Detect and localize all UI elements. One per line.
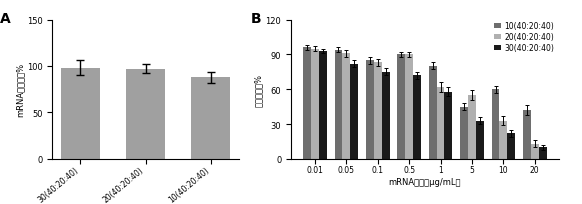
Bar bbox=[126, 69, 165, 159]
Bar bbox=[460, 107, 468, 159]
Bar bbox=[350, 64, 358, 159]
X-axis label: mRNA浓度（μg/mL）: mRNA浓度（μg/mL） bbox=[389, 177, 461, 186]
Bar bbox=[398, 55, 405, 159]
Bar bbox=[319, 52, 327, 159]
Bar bbox=[366, 61, 374, 159]
Bar bbox=[191, 78, 230, 159]
Bar bbox=[539, 147, 546, 159]
Bar bbox=[61, 69, 100, 159]
Bar bbox=[311, 49, 319, 159]
Bar bbox=[436, 88, 445, 159]
Y-axis label: 细胞存活率%: 细胞存活率% bbox=[254, 73, 262, 106]
Bar bbox=[335, 50, 342, 159]
Bar bbox=[492, 90, 499, 159]
Legend: 10(40:20:40), 20(40:20:40), 30(40:20:40): 10(40:20:40), 20(40:20:40), 30(40:20:40) bbox=[493, 21, 555, 54]
Text: B: B bbox=[251, 12, 261, 26]
Bar bbox=[374, 63, 382, 159]
Bar bbox=[413, 76, 421, 159]
Bar bbox=[499, 121, 508, 159]
Bar bbox=[303, 48, 311, 159]
Bar bbox=[429, 67, 436, 159]
Bar bbox=[523, 111, 531, 159]
Bar bbox=[476, 121, 484, 159]
Bar bbox=[405, 55, 413, 159]
Bar bbox=[531, 144, 539, 159]
Y-axis label: mRNA包裹效率%: mRNA包裹效率% bbox=[15, 63, 24, 117]
Bar bbox=[342, 54, 350, 159]
Text: A: A bbox=[0, 12, 11, 26]
Bar bbox=[468, 95, 476, 159]
Bar bbox=[508, 134, 515, 159]
Bar bbox=[445, 92, 452, 159]
Bar bbox=[382, 72, 389, 159]
